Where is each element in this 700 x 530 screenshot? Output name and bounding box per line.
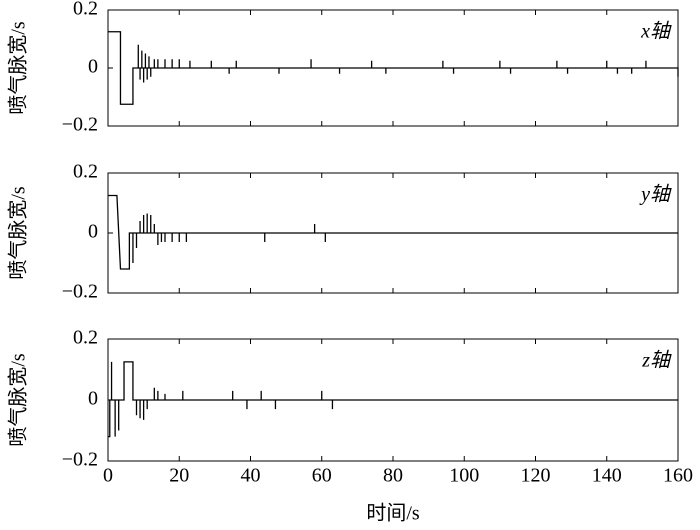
annotation: y轴 [639, 184, 672, 206]
y-axis-label: 喷气脉宽/s [7, 21, 30, 115]
annotation: x轴 [640, 21, 672, 43]
y-tick-label: 0 [88, 56, 98, 78]
data-line [108, 32, 678, 105]
x-axis-label: 时间/s [366, 502, 420, 525]
x-tick-label: 80 [383, 465, 403, 487]
x-tick-label: 160 [663, 465, 693, 487]
y-tick-label: 0.2 [73, 161, 98, 183]
x-tick-label: 60 [312, 465, 332, 487]
y-tick-label: 0.2 [73, 0, 98, 20]
y-tick-label: −0.2 [62, 281, 98, 303]
y-axis-label: 喷气脉宽/s [7, 353, 30, 447]
x-tick-label: 20 [169, 465, 189, 487]
x-tick-label: 120 [521, 465, 551, 487]
data-line [108, 196, 678, 270]
y-axis-label: 喷气脉宽/s [7, 186, 30, 280]
y-tick-label: −0.2 [62, 449, 98, 471]
y-tick-label: −0.2 [62, 114, 98, 136]
y-tick-label: 0.2 [73, 327, 98, 349]
x-tick-label: 40 [241, 465, 261, 487]
annotation: z轴 [641, 350, 672, 372]
y-tick-label: 0 [88, 221, 98, 243]
x-tick-label: 140 [592, 465, 622, 487]
x-tick-label: 100 [449, 465, 479, 487]
data-line [108, 362, 678, 437]
y-tick-label: 0 [88, 388, 98, 410]
x-tick-label: 0 [103, 465, 113, 487]
